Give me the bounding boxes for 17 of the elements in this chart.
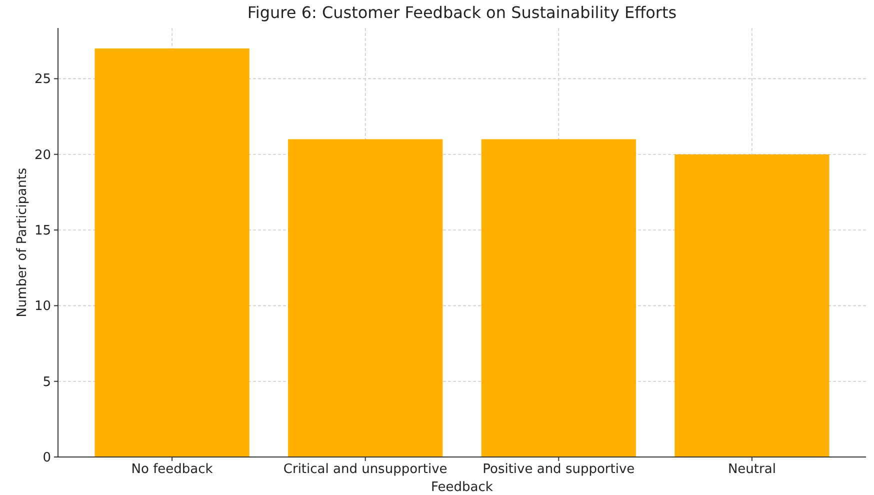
bar: [674, 154, 830, 457]
y-axis-title: Number of Participants: [15, 168, 30, 318]
x-tick-label: Positive and supportive: [482, 462, 635, 477]
x-tick-label: Critical and unsupportive: [283, 462, 448, 477]
bar: [288, 139, 443, 457]
y-tick-label: 20: [34, 148, 51, 163]
bar: [481, 139, 636, 457]
x-tick-label: Neutral: [728, 462, 776, 477]
y-tick-label: 5: [42, 374, 51, 390]
y-tick-label: 15: [34, 224, 51, 239]
y-tick-label: 10: [34, 299, 51, 314]
chart-title: Figure 6: Customer Feedback on Sustainability Efforts: [247, 3, 677, 22]
y-tick-label: 25: [34, 72, 51, 88]
x-axis-title: Feedback: [431, 480, 494, 495]
x-tick-label: No feedback: [131, 462, 214, 477]
bar: [94, 48, 250, 457]
y-tick-label: 0: [42, 450, 51, 466]
